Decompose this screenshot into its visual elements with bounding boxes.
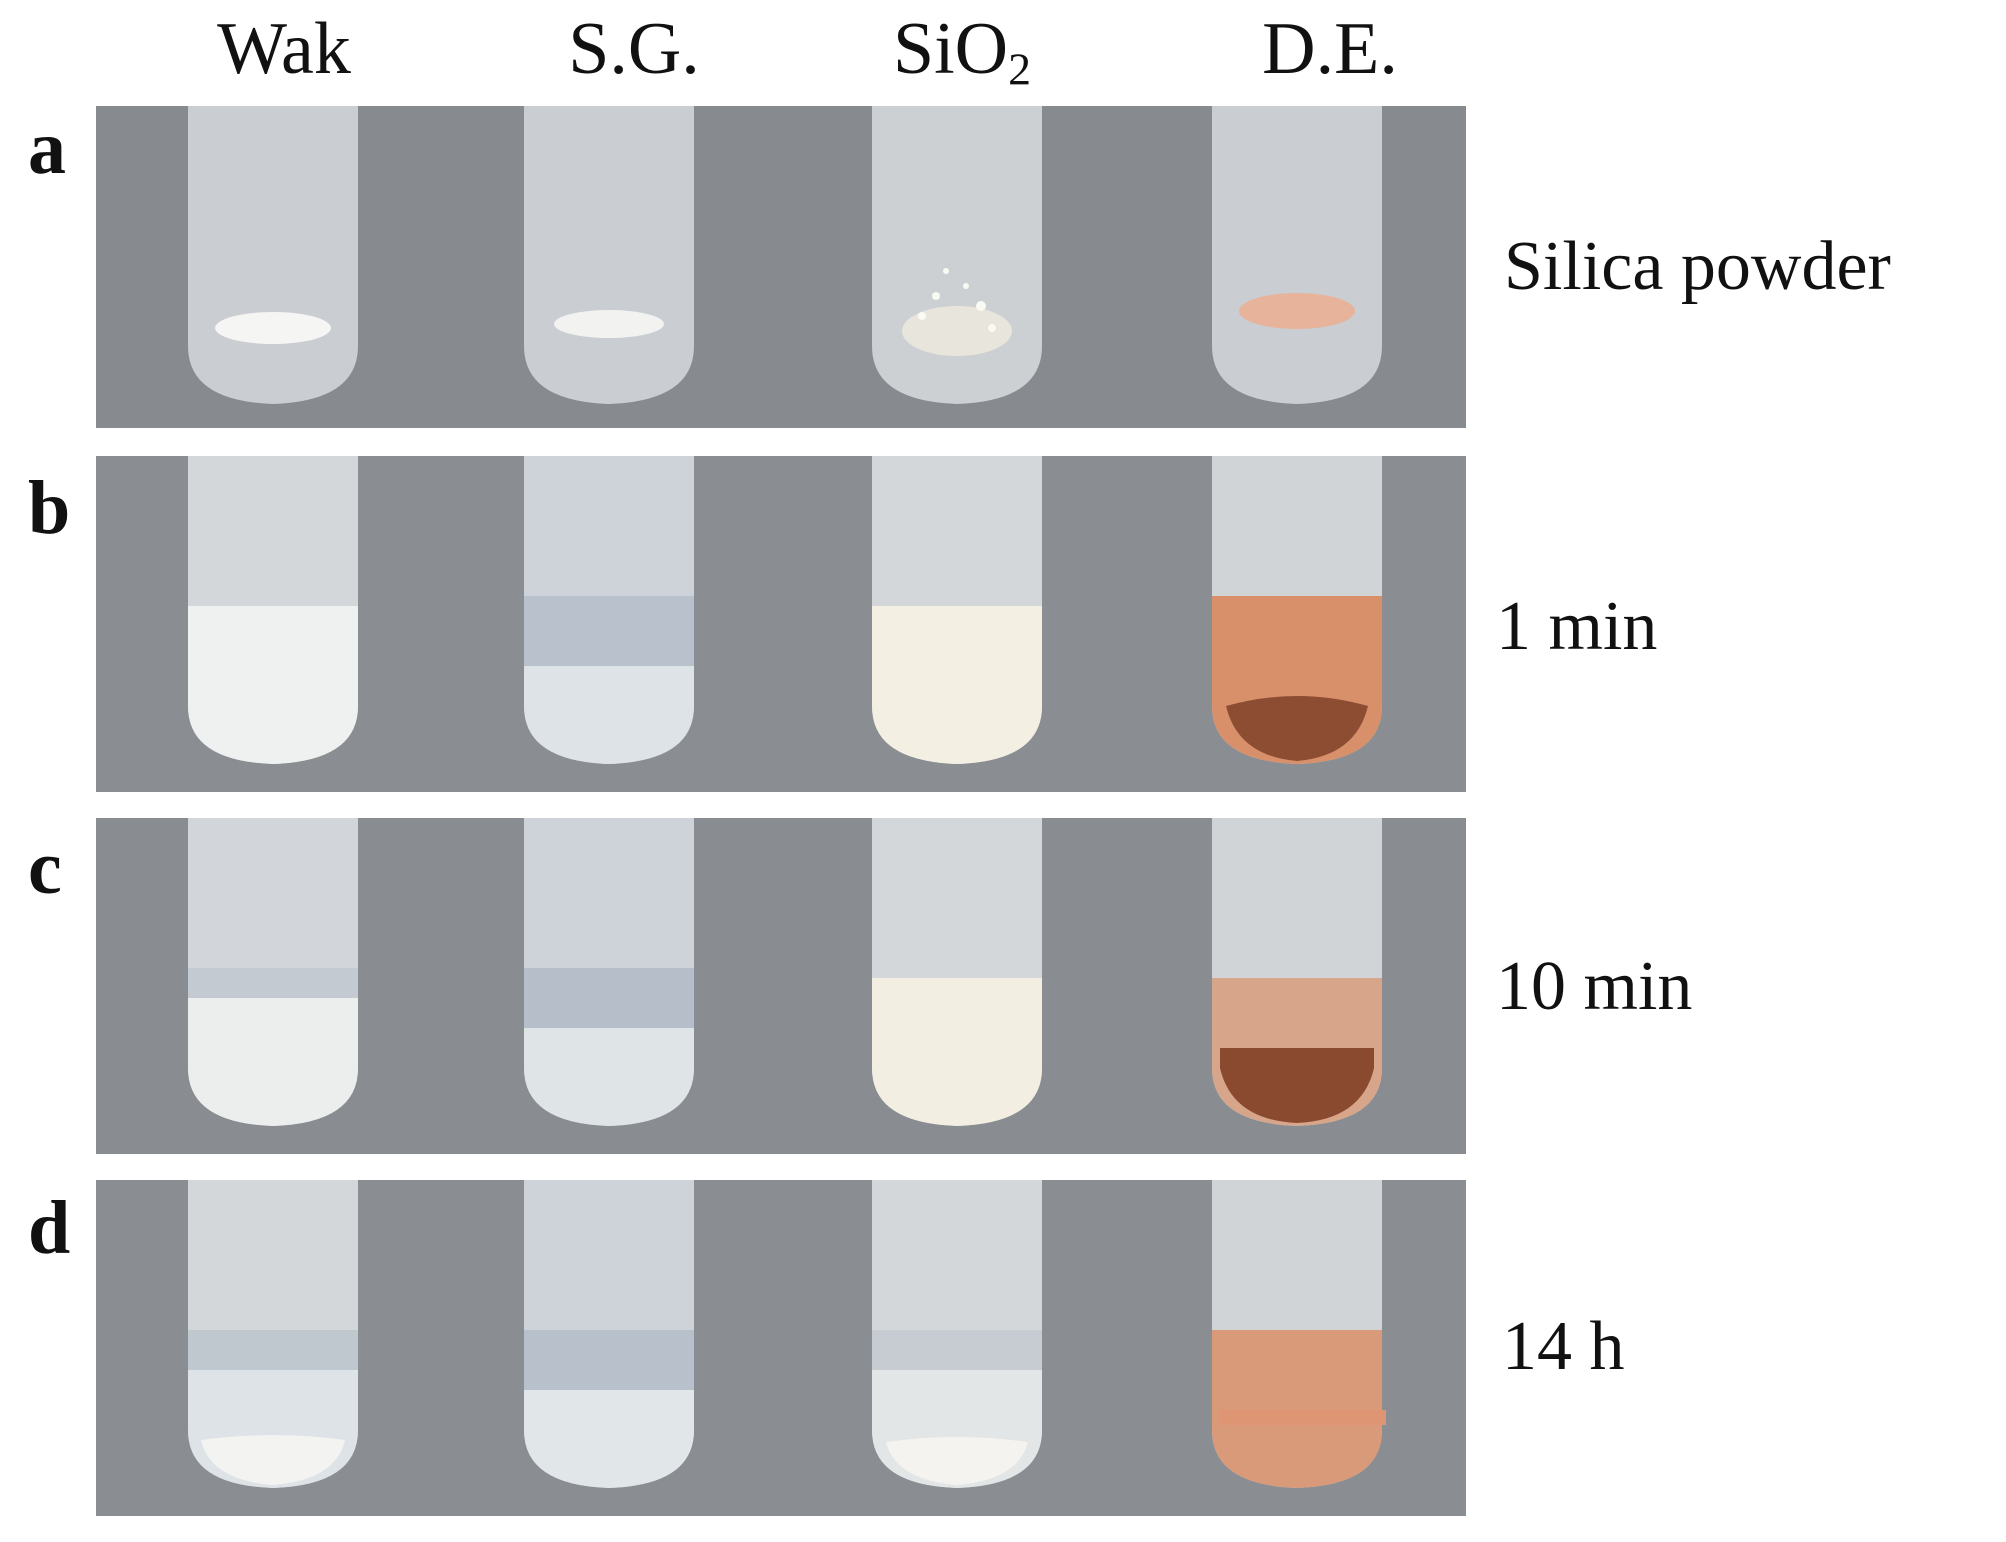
panel-letter-b: b [28, 466, 71, 550]
photo-c [96, 818, 1466, 1154]
panel-letter-c: c [28, 826, 62, 910]
photo-b [96, 456, 1466, 792]
column-label-sg: S.G. [568, 8, 700, 90]
column-label-sio2-subscript: 2 [1008, 43, 1032, 95]
column-label-de: D.E. [1262, 8, 1398, 90]
tube-sio2-a [872, 106, 1042, 404]
tube-wak-c [188, 818, 358, 1126]
tube-sg-b [524, 456, 694, 764]
row-caption-b: 1 min [1496, 588, 1658, 665]
column-label-sio2-text: SiO [892, 8, 1009, 90]
panel-letter-a: a [28, 106, 66, 190]
row-caption-a: Silica powder [1504, 228, 1891, 305]
tube-sg-a [524, 106, 694, 404]
photo-d [96, 1180, 1466, 1516]
tube-sio2-d [872, 1180, 1042, 1488]
photo-a [96, 106, 1466, 428]
row-caption-c: 10 min [1496, 948, 1693, 1025]
tube-wak-a [188, 106, 358, 404]
column-label-wak: Wak [217, 8, 351, 90]
tube-de-c [1212, 818, 1382, 1126]
photo-panel-a [96, 106, 1466, 428]
tube-sio2-b [872, 456, 1042, 764]
panel-letter-d: d [28, 1186, 71, 1270]
row-caption-d: 14 h [1502, 1308, 1625, 1385]
tube-wak-d [188, 1180, 358, 1488]
tube-sio2-c [872, 818, 1042, 1126]
column-label-sio2: SiO2 [812, 12, 1112, 92]
tube-sg-d [524, 1180, 694, 1488]
tube-sg-c [524, 818, 694, 1126]
tube-de-b [1212, 456, 1382, 764]
photo-panel-c [96, 818, 1466, 1154]
photo-panel-b [96, 456, 1466, 792]
tube-de-a [1212, 106, 1382, 404]
tube-de-d [1212, 1180, 1386, 1488]
photo-panel-d [96, 1180, 1466, 1516]
tube-wak-b [188, 456, 358, 764]
